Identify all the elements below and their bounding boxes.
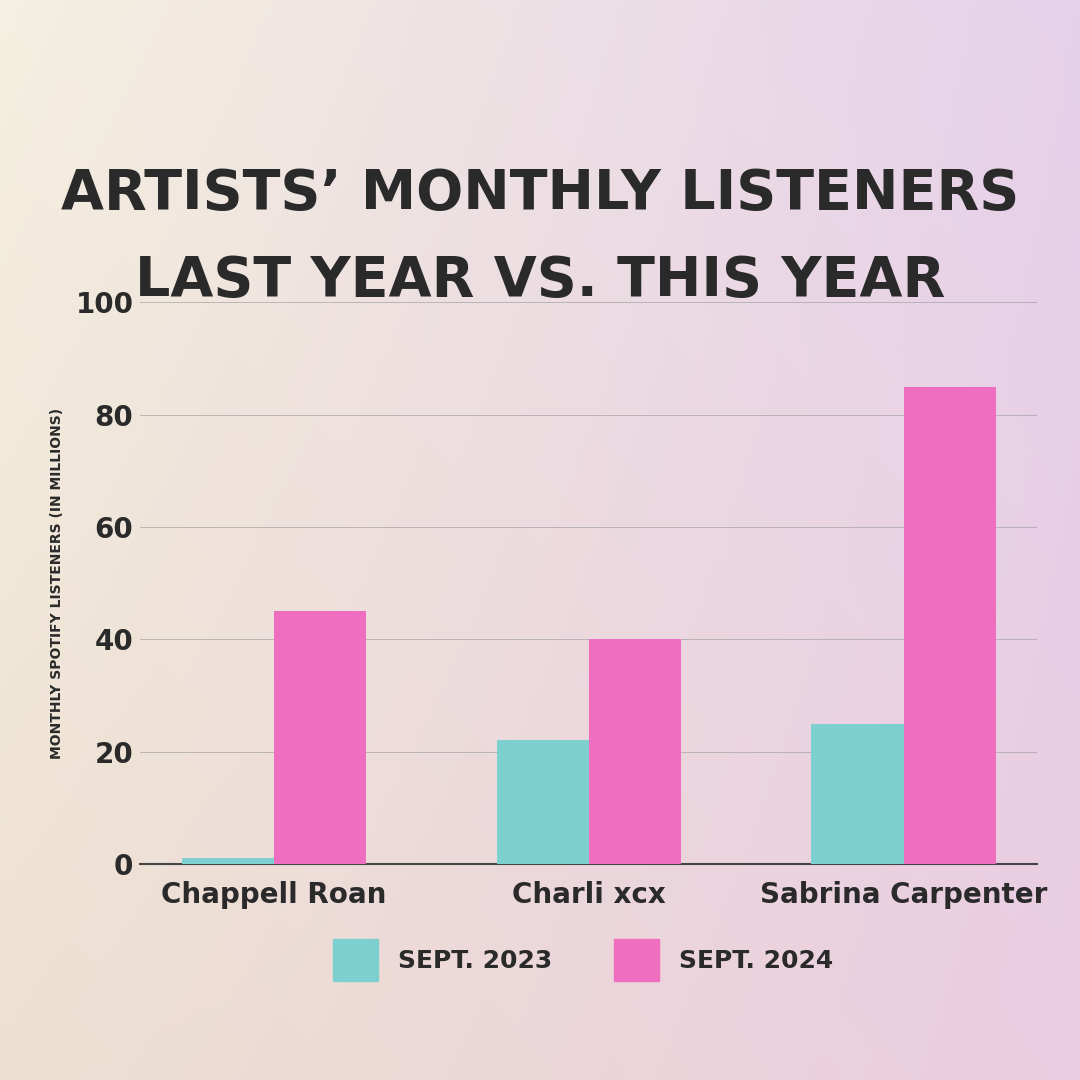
Y-axis label: MONTHLY SPOTIFY LISTENERS (IN MILLIONS): MONTHLY SPOTIFY LISTENERS (IN MILLIONS) [51,407,65,759]
Text: LAST YEAR VS. THIS YEAR: LAST YEAR VS. THIS YEAR [135,254,945,308]
Bar [589,639,680,864]
Bar [181,859,273,864]
Text: ARTISTS’ MONTHLY LISTENERS: ARTISTS’ MONTHLY LISTENERS [60,167,1020,221]
Bar [811,724,904,864]
Legend: SEPT. 2023, SEPT. 2024: SEPT. 2023, SEPT. 2024 [333,940,834,981]
Bar [904,387,996,864]
Bar [497,741,589,864]
Bar [273,611,366,864]
